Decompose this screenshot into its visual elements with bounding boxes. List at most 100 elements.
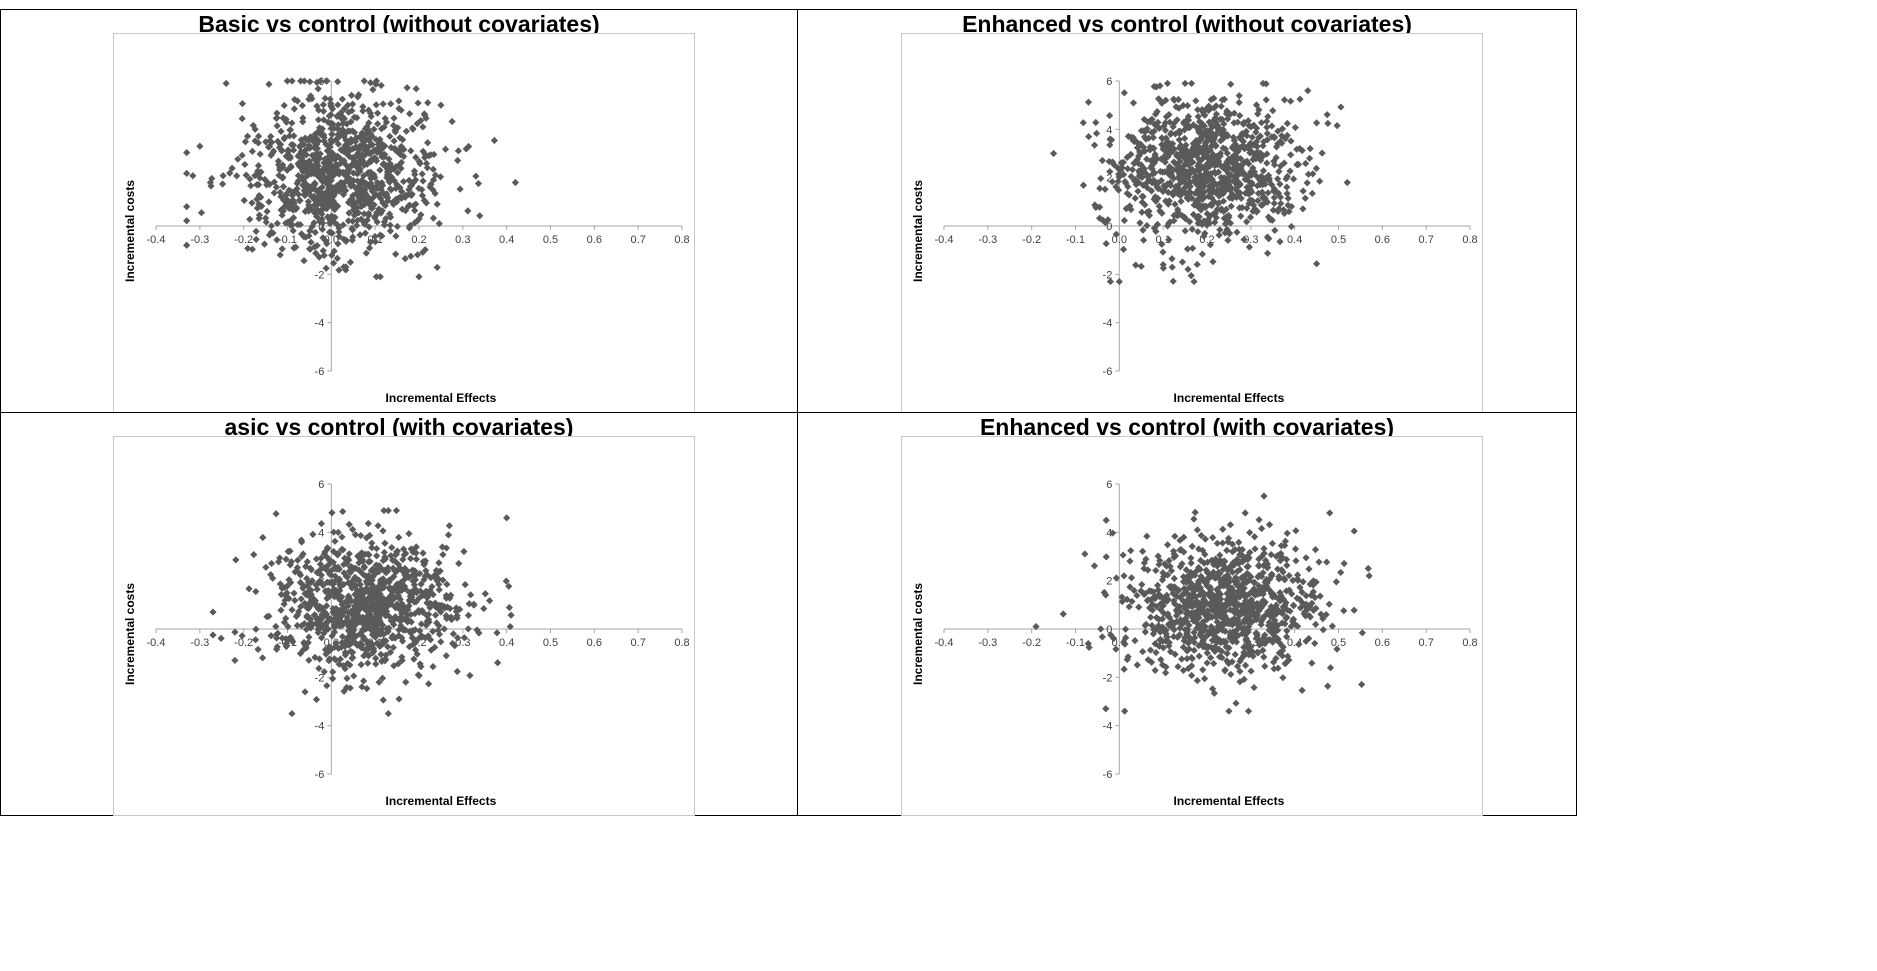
data-point xyxy=(1259,152,1267,160)
data-point xyxy=(315,253,323,261)
data-point xyxy=(1179,573,1188,581)
data-point xyxy=(1275,638,1283,647)
data-point xyxy=(1184,173,1192,181)
x-tick-label: 0.6 xyxy=(587,234,602,246)
data-point xyxy=(368,539,376,547)
x-tick-label: 0.3 xyxy=(1243,234,1258,246)
data-point xyxy=(396,184,404,192)
data-point xyxy=(313,200,322,209)
data-point xyxy=(1213,599,1222,607)
data-point xyxy=(1264,249,1272,257)
data-point xyxy=(1207,654,1215,662)
scatter-plot: -0.4-0.3-0.2-0.10.00.10.20.30.40.50.60.7… xyxy=(123,479,690,808)
data-point xyxy=(1207,96,1215,104)
data-point xyxy=(1220,120,1228,128)
data-point xyxy=(256,150,264,158)
data-point xyxy=(372,654,380,662)
data-point xyxy=(1139,226,1147,234)
data-point xyxy=(1232,699,1240,707)
data-point xyxy=(308,577,316,585)
data-point xyxy=(308,165,316,173)
data-point xyxy=(291,596,299,604)
data-point xyxy=(1195,584,1203,593)
data-point xyxy=(1149,134,1157,142)
data-point xyxy=(411,610,419,618)
data-point xyxy=(340,157,348,165)
data-point xyxy=(1270,194,1278,202)
data-point xyxy=(259,533,267,542)
y-tick-label: 6 xyxy=(1106,76,1112,88)
data-point xyxy=(1139,236,1148,244)
data-point xyxy=(277,606,285,614)
data-point xyxy=(1309,170,1317,178)
data-point xyxy=(1201,550,1209,559)
data-point xyxy=(389,643,397,652)
data-point xyxy=(256,174,264,182)
data-point xyxy=(1168,140,1177,148)
data-point xyxy=(1268,122,1276,130)
data-point xyxy=(324,118,332,126)
data-point xyxy=(1253,629,1261,637)
data-point xyxy=(379,527,387,535)
data-point xyxy=(1162,113,1171,121)
data-point xyxy=(262,214,270,222)
data-point xyxy=(183,241,191,249)
data-point xyxy=(1170,95,1178,103)
data-point xyxy=(405,186,413,194)
data-point xyxy=(365,244,374,252)
data-point xyxy=(379,100,387,108)
data-point xyxy=(380,221,389,229)
data-point xyxy=(1168,263,1176,271)
data-point xyxy=(403,611,411,619)
data-point xyxy=(1306,154,1314,162)
data-point xyxy=(1294,160,1302,168)
data-point xyxy=(1132,180,1140,189)
data-point xyxy=(353,204,361,212)
data-point xyxy=(1293,594,1301,602)
data-point xyxy=(1179,153,1187,161)
data-point xyxy=(1141,628,1149,636)
data-point xyxy=(265,80,273,88)
data-point xyxy=(443,614,451,623)
data-point xyxy=(1173,116,1181,124)
data-point xyxy=(344,217,353,225)
data-point xyxy=(1207,136,1215,144)
data-point xyxy=(1162,669,1170,677)
data-point xyxy=(1228,548,1237,556)
y-tick-label: -2 xyxy=(1103,672,1113,684)
data-point xyxy=(1180,584,1188,593)
data-point xyxy=(1194,106,1202,114)
data-point xyxy=(1133,661,1141,669)
data-point xyxy=(406,110,414,118)
chart-panel-3: asic vs control (with covariates) -0.4 -0… xyxy=(0,412,798,816)
data-point xyxy=(386,132,394,140)
data-point xyxy=(1216,115,1224,123)
data-point xyxy=(1187,272,1195,280)
data-point xyxy=(294,556,302,564)
data-point xyxy=(1333,122,1341,130)
data-point xyxy=(403,84,411,92)
data-point xyxy=(1283,606,1291,614)
data-point xyxy=(1200,183,1208,191)
data-point xyxy=(342,136,350,144)
data-point xyxy=(1289,615,1298,623)
data-point xyxy=(1235,133,1243,142)
data-point xyxy=(406,182,415,190)
data-point xyxy=(1204,106,1213,115)
data-point xyxy=(1227,202,1235,210)
data-point xyxy=(1236,112,1244,120)
data-point xyxy=(359,103,367,111)
data-point xyxy=(1167,130,1175,138)
data-point xyxy=(1235,92,1243,100)
data-point xyxy=(1294,576,1302,584)
data-point xyxy=(373,209,381,217)
data-point xyxy=(299,118,307,126)
data-point xyxy=(1242,614,1251,622)
data-point xyxy=(367,204,376,212)
data-point xyxy=(1188,194,1196,202)
data-point xyxy=(352,134,361,142)
data-point xyxy=(1170,211,1178,220)
data-point xyxy=(1279,674,1287,682)
data-point xyxy=(1257,201,1265,209)
